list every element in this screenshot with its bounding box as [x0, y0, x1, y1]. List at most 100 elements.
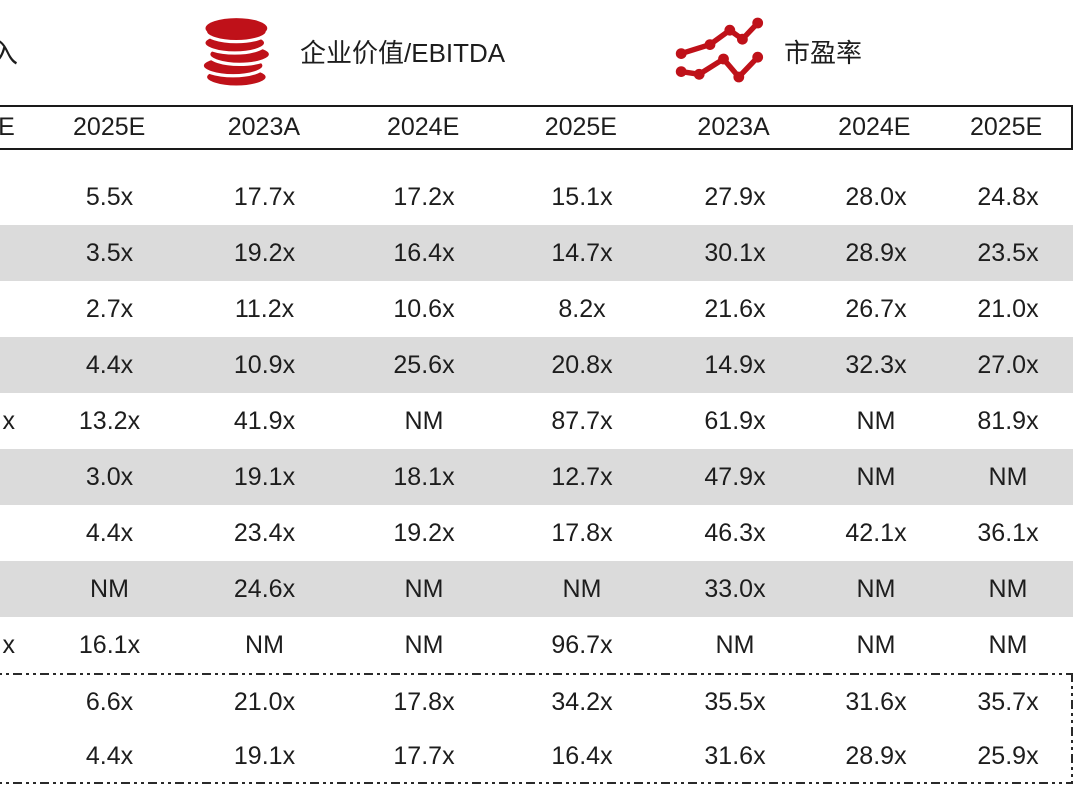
table-cell: x: [2, 631, 16, 659]
valuation-table: E 2025E 2023A 2024E 2025E 2023A 2024E 20…: [0, 105, 1073, 784]
table-cell: 35.7x: [977, 688, 1039, 716]
table-cell: 87.7x: [551, 407, 613, 435]
table-cell: 4.4x: [85, 351, 134, 379]
table-cell: 61.9x: [704, 407, 766, 435]
table-cell: 18.1x: [393, 463, 455, 491]
table-cell: 16.4x: [393, 239, 455, 267]
table-cell: [0, 169, 35, 225]
table-cell: 47.9x: [704, 463, 766, 491]
table-cell: 25.9x: [977, 742, 1039, 770]
column-header: E: [0, 113, 15, 141]
table-row: x 13.2x 41.9x NM 87.7x 61.9x NM 81.9x: [0, 393, 1073, 449]
table-cell: NM: [988, 463, 1028, 491]
table-cell: [0, 337, 35, 393]
table-cell: 3.5x: [85, 239, 134, 267]
column-header: 2023A: [697, 113, 770, 141]
table-cell: 17.2x: [393, 183, 455, 211]
table-cell: 19.1x: [233, 463, 296, 491]
table-cell: [0, 281, 35, 337]
table-cell: NM: [404, 407, 444, 435]
table-cell: 46.3x: [704, 519, 766, 547]
table-cell: NM: [856, 575, 896, 603]
table-body: 5.5x 17.7x 17.2x 15.1x 27.9x 28.0x 24.8x 3.5x 19…: [0, 169, 1073, 673]
table-cell: 42.1x: [845, 519, 907, 547]
table-row: 5.5x 17.7x 17.2x 15.1x 27.9x 28.0x 24.8x: [0, 169, 1073, 225]
table-cell: 10.9x: [233, 351, 296, 379]
table-row: 2.7x 11.2x 10.6x 8.2x 21.6x 26.7x 21.0x: [0, 281, 1073, 337]
column-header: 2025E: [969, 113, 1043, 141]
table-cell: NM: [856, 407, 896, 435]
table-row: 4.4x 23.4x 19.2x 17.8x 46.3x 42.1x 36.1x: [0, 505, 1073, 561]
table-cell: 4.4x: [85, 742, 134, 770]
table-cell: 16.1x: [78, 631, 141, 659]
table-cell: 12.7x: [551, 463, 613, 491]
table-cell: 23.5x: [977, 239, 1039, 267]
table-cell: 17.7x: [393, 742, 455, 770]
table-cell: 21.6x: [704, 295, 766, 323]
table-cell: 11.2x: [234, 295, 295, 323]
table-cell: NM: [90, 575, 129, 603]
table-cell: NM: [562, 575, 602, 603]
table-cell: 21.0x: [233, 688, 296, 716]
column-header: 2023A: [227, 113, 301, 141]
table-cell: NM: [988, 575, 1028, 603]
table-row: 6.6x 21.0x 17.8x 34.2x 35.5x 31.6x 35.7x: [0, 675, 1073, 729]
table-cell: 8.2x: [558, 295, 606, 323]
table-cell: 25.6x: [393, 351, 455, 379]
table-cell: 16.4x: [551, 742, 613, 770]
legend-label-pe-ratio: 市盈率: [784, 38, 863, 68]
table-cell: 10.6x: [393, 295, 455, 323]
table-cell: NM: [715, 631, 755, 659]
table-cell: 28.9x: [845, 239, 907, 267]
table-cell: 17.8x: [551, 519, 613, 547]
table-cell: 17.8x: [393, 688, 455, 716]
dashed-divider-bottom: [0, 782, 1073, 784]
table-row: 4.4x 10.9x 25.6x 20.8x 14.9x 32.3x 27.0x: [0, 337, 1073, 393]
dashed-divider-right: [1071, 673, 1073, 784]
table-cell: 27.0x: [977, 351, 1039, 379]
legend-label-fragment: 入: [0, 39, 18, 69]
summary-rows: 6.6x 21.0x 17.8x 34.2x 35.5x 31.6x 35.7x 4.4x 19…: [0, 675, 1073, 783]
table-cell: 32.3x: [845, 351, 907, 379]
table-cell: 35.5x: [704, 688, 766, 716]
table-cell: 21.0x: [977, 295, 1039, 323]
table-cell: 14.7x: [551, 239, 613, 267]
column-header: 2024E: [838, 113, 911, 141]
table-cell: 31.6x: [704, 742, 766, 770]
table-row: 3.5x 19.2x 16.4x 14.7x 30.1x 28.9x 23.5x: [0, 225, 1073, 281]
table-header-row: E 2025E 2023A 2024E 2025E 2023A 2024E 20…: [0, 105, 1073, 150]
table-cell: [0, 449, 35, 505]
table-row: 3.0x 19.1x 18.1x 12.7x 47.9x NM NM: [0, 449, 1073, 505]
table-cell: 33.0x: [704, 575, 766, 603]
table-cell: 5.5x: [85, 183, 134, 211]
table-cell: [0, 675, 35, 729]
table-cell: 27.9x: [704, 183, 766, 211]
table-cell: 3.0x: [85, 463, 134, 491]
table-cell: NM: [856, 631, 896, 659]
table-cell: [0, 729, 35, 783]
table-cell: 6.6x: [85, 688, 134, 716]
coin-stack-icon: [200, 18, 273, 89]
table-cell: NM: [988, 631, 1028, 659]
table-cell: 28.0x: [845, 183, 907, 211]
table-cell: NM: [404, 631, 444, 659]
table-row: 4.4x 19.1x 17.7x 16.4x 31.6x 28.9x 25.9x: [0, 729, 1073, 783]
table-cell: 24.6x: [233, 575, 296, 603]
table-cell: 15.1x: [551, 183, 613, 211]
table-cell: x: [2, 407, 16, 435]
table-cell: 28.9x: [845, 742, 907, 770]
table-cell: NM: [856, 463, 896, 491]
column-header: 2025E: [544, 113, 617, 141]
table-cell: [0, 505, 35, 561]
dashed-divider-top: [0, 673, 1073, 675]
table-cell: 24.8x: [977, 183, 1039, 211]
table-cell: 81.9x: [977, 407, 1039, 435]
table-cell: 34.2x: [551, 688, 613, 716]
header-gap: [0, 150, 1073, 169]
trend-lines-icon: [675, 17, 764, 83]
table-row: x 16.1x NM NM 96.7x NM NM NM: [0, 617, 1073, 673]
table-cell: 17.7x: [233, 183, 296, 211]
table-cell: 31.6x: [845, 688, 907, 716]
column-header: 2024E: [386, 113, 460, 141]
column-header: 2025E: [73, 113, 146, 141]
